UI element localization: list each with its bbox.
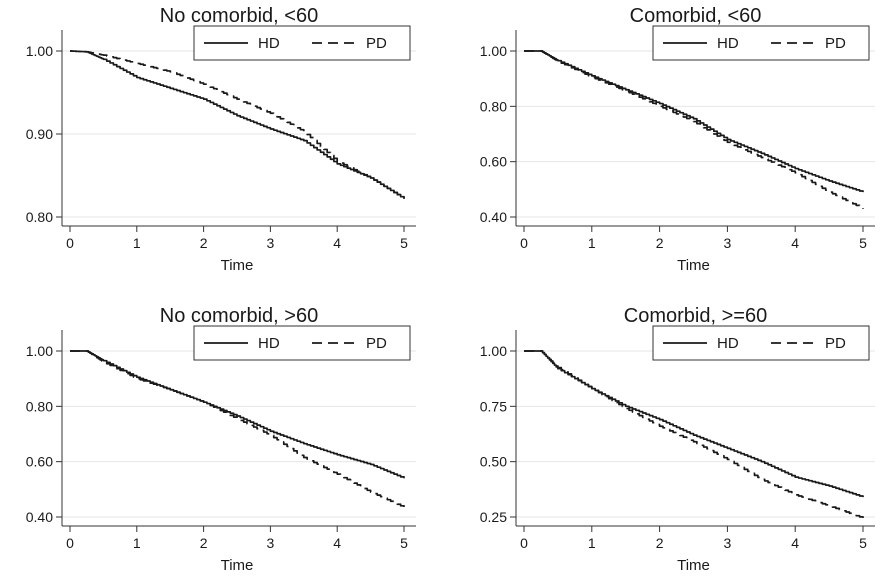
chart-4-x-axis-title: Time [677, 557, 710, 574]
chart-1-title: No comorbid, <60 [160, 5, 318, 27]
chart-4-series-hd-line [524, 350, 864, 498]
chart-2-y-tick-label: 1.00 [480, 43, 507, 59]
chart-1-x-tick-label: 4 [333, 235, 341, 251]
chart-3-y-tick-label: 0.40 [26, 509, 53, 525]
chart-2-series-hd-line [524, 50, 864, 193]
chart-1-y-tick-label: 1.00 [26, 43, 53, 59]
chart-2-x-tick-label: 4 [791, 235, 799, 251]
chart-4-x-tick-label: 2 [656, 535, 664, 551]
chart-3-x-tick-label: 2 [200, 535, 208, 551]
chart-1-legend-label-hd: HD [258, 35, 280, 52]
chart-3-title: No comorbid, >60 [160, 305, 318, 327]
chart-4-x-tick-label: 5 [859, 535, 867, 551]
chart-1-x-tick-label: 5 [400, 235, 408, 251]
chart-4-title: Comorbid, >=60 [624, 305, 767, 327]
chart-2-x-tick-label: 0 [520, 235, 528, 251]
chart-1-x-tick-label: 1 [133, 235, 141, 251]
chart-3-y-tick-label: 0.60 [26, 454, 53, 470]
chart-1-x-tick-label: 3 [267, 235, 275, 251]
chart-3-y-tick-label: 0.80 [26, 398, 53, 414]
chart-4-x-tick-label: 3 [724, 535, 732, 551]
chart-3-x-tick-label: 1 [133, 535, 141, 551]
chart-1-x-tick-label: 0 [66, 235, 74, 251]
chart-2-y-tick-label: 0.80 [480, 98, 507, 114]
chart-1-y-tick-label: 0.80 [26, 209, 53, 225]
chart-4-x-tick-label: 0 [520, 535, 528, 551]
chart-3-x-tick-label: 0 [66, 535, 74, 551]
chart-2-y-tick-label: 0.40 [480, 209, 507, 225]
chart-3-legend-label-hd: HD [258, 335, 280, 352]
chart-4-y-tick-label: 0.25 [480, 509, 507, 525]
chart-1-series-pd-line [70, 50, 405, 199]
chart-2-legend-label-hd: HD [717, 35, 739, 52]
chart-1-y-tick-label: 0.90 [26, 126, 53, 142]
chart-2-x-tick-label: 3 [724, 235, 732, 251]
chart-4-y-tick-label: 0.50 [480, 454, 507, 470]
chart-2-x-tick-label: 5 [859, 235, 867, 251]
chart-2-legend-label-pd: PD [825, 35, 846, 52]
chart-4-y-tick-label: 1.00 [480, 343, 507, 359]
chart-4-legend-label-pd: PD [825, 335, 846, 352]
chart-4-x-tick-label: 4 [791, 535, 799, 551]
chart-2-x-tick-label: 2 [656, 235, 664, 251]
chart-1-x-axis-title: Time [221, 257, 254, 274]
chart-2-series-pd-line [524, 50, 864, 209]
chart-3-series-hd-line [70, 350, 405, 479]
chart-4-series-pd-line [524, 350, 864, 519]
chart-2-x-axis-title: Time [677, 257, 710, 274]
chart-4-x-tick-label: 1 [588, 535, 596, 551]
chart-3-y-tick-label: 1.00 [26, 343, 53, 359]
chart-2-y-tick-label: 0.60 [480, 154, 507, 170]
chart-1-series-hd-line [70, 50, 405, 199]
chart-4-legend-label-hd: HD [717, 335, 739, 352]
chart-3-x-tick-label: 4 [333, 535, 341, 551]
chart-3-x-axis-title: Time [221, 557, 254, 574]
chart-3-legend-label-pd: PD [366, 335, 387, 352]
chart-3-x-tick-label: 3 [267, 535, 275, 551]
chart-3-series-pd-line [70, 350, 405, 508]
chart-1-legend-label-pd: PD [366, 35, 387, 52]
chart-2-title: Comorbid, <60 [630, 5, 762, 27]
chart-1-x-tick-label: 2 [200, 235, 208, 251]
chart-4-y-tick-label: 0.75 [480, 398, 507, 414]
chart-3-x-tick-label: 5 [400, 535, 408, 551]
chart-2-x-tick-label: 1 [588, 235, 596, 251]
